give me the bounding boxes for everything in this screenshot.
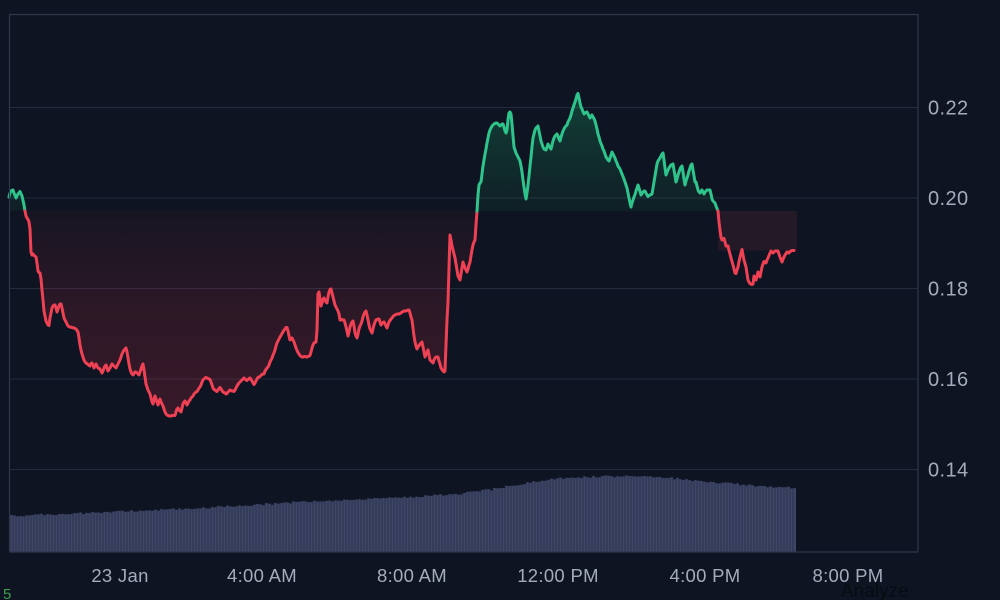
- svg-text:0.18: 0.18: [928, 278, 969, 300]
- svg-text:0.14: 0.14: [928, 459, 969, 481]
- svg-text:0.16: 0.16: [928, 369, 969, 391]
- svg-text:0.20: 0.20: [928, 188, 969, 210]
- svg-text:8:00 AM: 8:00 AM: [377, 565, 447, 586]
- svg-text:8:00 PM: 8:00 PM: [813, 565, 884, 586]
- svg-text:5: 5: [3, 586, 11, 600]
- svg-text:Analyze: Analyze: [841, 581, 909, 600]
- svg-text:12:00 PM: 12:00 PM: [517, 565, 599, 586]
- svg-text:4:00 PM: 4:00 PM: [670, 565, 741, 586]
- svg-text:4:00 AM: 4:00 AM: [227, 565, 297, 586]
- svg-text:23 Jan: 23 Jan: [91, 565, 148, 586]
- svg-text:0.22: 0.22: [928, 97, 969, 119]
